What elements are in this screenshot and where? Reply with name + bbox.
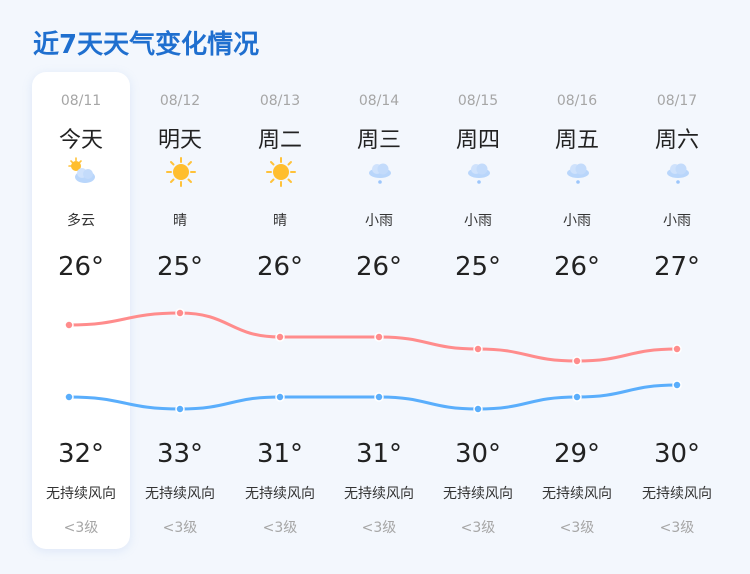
condition-label: 小雨 <box>365 213 393 229</box>
page-title: 近7天天气变化情况 <box>33 30 260 60</box>
day-label: 周五 <box>554 128 599 153</box>
light-rain-icon <box>463 156 495 188</box>
low-temp: 26° <box>553 252 601 282</box>
date-label: 08/16 <box>556 93 598 109</box>
date-label: 08/11 <box>60 93 102 109</box>
condition-label: 小雨 <box>464 213 492 229</box>
wind-level: <3级 <box>361 520 397 536</box>
day-label: 周六 <box>654 128 699 153</box>
wind-direction: 无持续风向 <box>542 486 612 502</box>
low-temp-line <box>68 383 678 411</box>
wind-direction: 无持续风向 <box>145 486 215 502</box>
selected-day-card <box>32 72 130 549</box>
condition-label: 晴 <box>173 213 187 229</box>
low-temp: 26° <box>256 252 304 282</box>
date-label: 08/12 <box>159 93 201 109</box>
wind-level: <3级 <box>162 520 198 536</box>
date-label: 08/15 <box>457 93 499 109</box>
wind-direction: 无持续风向 <box>642 486 712 502</box>
wind-direction: 无持续风向 <box>46 486 116 502</box>
wind-direction: 无持续风向 <box>344 486 414 502</box>
day-column[interactable]: 08/12 明天 晴 25° 33° 无持续风向 <3级 <box>131 72 230 549</box>
high-temp-point <box>175 308 185 318</box>
high-temp: 29° <box>553 439 601 469</box>
light-rain-icon <box>562 156 594 188</box>
day-label: 今天 <box>58 128 103 153</box>
day-label: 周四 <box>455 128 500 153</box>
low-temp: 25° <box>156 252 204 282</box>
wind-direction: 无持续风向 <box>245 486 315 502</box>
high-temp: 31° <box>256 439 304 469</box>
wind-level: <3级 <box>559 520 595 536</box>
high-temp: 30° <box>454 439 502 469</box>
light-rain-icon <box>364 156 396 188</box>
day-column[interactable]: 08/14 周三 小雨 26° 31° 无持续风向 <3级 <box>330 72 429 549</box>
low-temp-point <box>64 392 74 402</box>
low-temp: 27° <box>653 252 701 282</box>
day-column[interactable]: 08/13 周二 晴 26° 31° 无持续风向 <3级 <box>231 72 330 549</box>
wind-level: <3级 <box>262 520 298 536</box>
low-temp-point <box>175 404 185 414</box>
condition-label: 小雨 <box>663 213 691 229</box>
low-temp-point <box>473 404 483 414</box>
high-temp: 30° <box>653 439 701 469</box>
partly-cloudy-icon <box>66 156 98 188</box>
low-temp-point <box>374 392 384 402</box>
condition-label: 多云 <box>67 213 95 229</box>
high-temp-point <box>374 332 384 342</box>
high-temp: 33° <box>156 439 204 469</box>
sun-icon <box>265 156 297 188</box>
low-temp-point <box>572 392 582 402</box>
high-temp-point <box>473 344 483 354</box>
day-column[interactable]: 08/11 今天 多云 26° 32° 无持续风向 <3级 <box>32 72 131 549</box>
high-temp-line <box>68 311 678 363</box>
wind-level: <3级 <box>63 520 99 536</box>
low-temp-point <box>275 392 285 402</box>
high-temp-point <box>275 332 285 342</box>
low-temp: 26° <box>355 252 403 282</box>
high-temp: 32° <box>57 439 105 469</box>
day-column[interactable]: 08/15 周四 小雨 25° 30° 无持续风向 <3级 <box>429 72 528 549</box>
day-column[interactable]: 08/16 周五 小雨 26° 29° 无持续风向 <3级 <box>528 72 627 549</box>
low-temp: 26° <box>57 252 105 282</box>
day-column[interactable]: 08/17 周六 小雨 27° 30° 无持续风向 <3级 <box>628 72 727 549</box>
condition-label: 小雨 <box>563 213 591 229</box>
sun-icon <box>165 156 197 188</box>
date-label: 08/17 <box>656 93 698 109</box>
wind-level: <3级 <box>460 520 496 536</box>
light-rain-icon <box>662 156 694 188</box>
day-label: 周三 <box>356 128 401 153</box>
low-temp-point <box>672 380 682 390</box>
high-temp: 31° <box>355 439 403 469</box>
wind-level: <3级 <box>659 520 695 536</box>
high-temp-point <box>572 356 582 366</box>
high-temp-point <box>672 344 682 354</box>
day-label: 周二 <box>257 128 302 153</box>
wind-direction: 无持续风向 <box>443 486 513 502</box>
day-label: 明天 <box>157 128 202 153</box>
condition-label: 晴 <box>273 213 287 229</box>
high-temp-point <box>64 320 74 330</box>
low-temp: 25° <box>454 252 502 282</box>
date-label: 08/14 <box>358 93 400 109</box>
date-label: 08/13 <box>259 93 301 109</box>
